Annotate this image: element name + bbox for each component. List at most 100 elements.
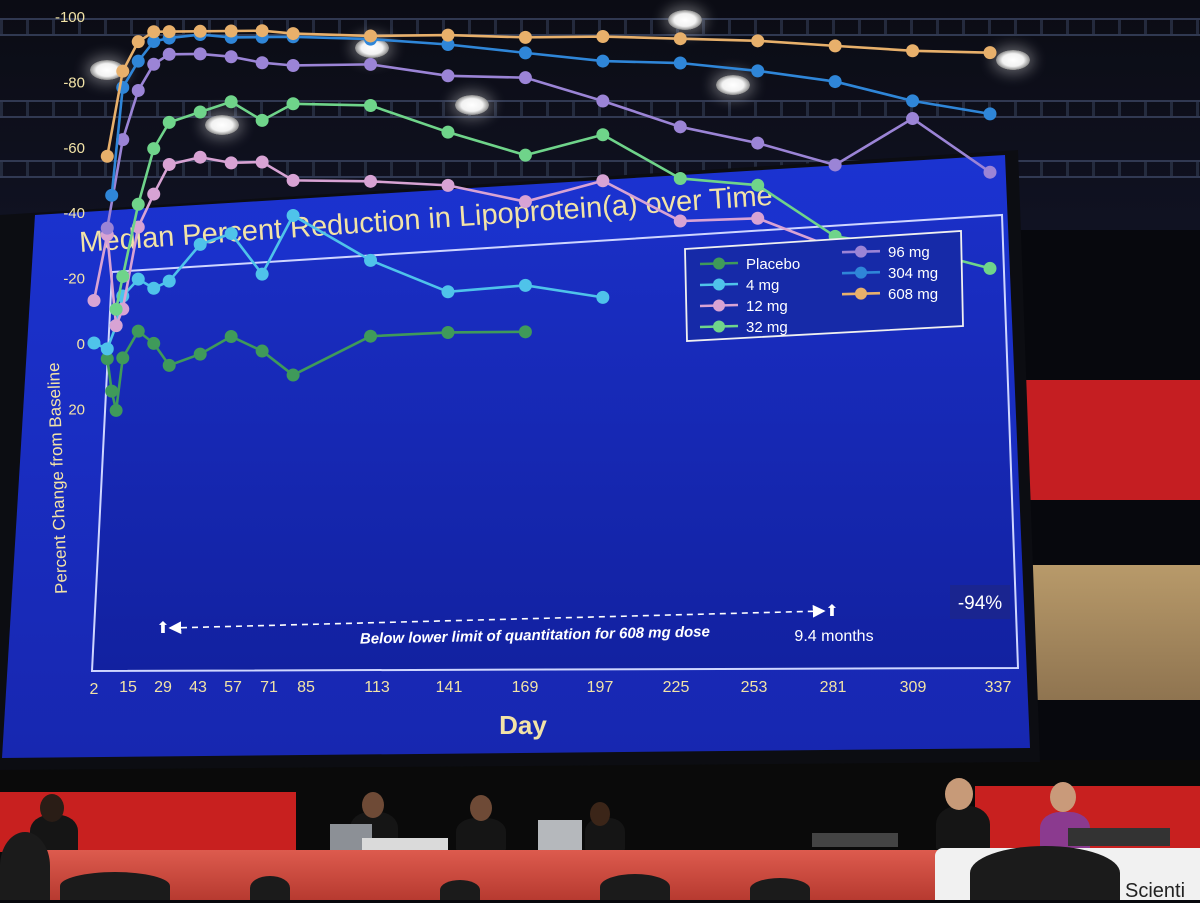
data-point (983, 107, 997, 121)
data-point (193, 47, 207, 61)
data-point (751, 136, 765, 150)
x-tick-label: 2 (90, 681, 99, 698)
data-point (441, 125, 455, 139)
stage-light (668, 10, 702, 30)
audience-head (250, 876, 290, 900)
data-point (162, 47, 176, 61)
data-point (441, 69, 455, 83)
legend-swatch-marker (713, 278, 725, 291)
audience-head (600, 874, 670, 900)
x-tick-label: 15 (119, 679, 137, 696)
data-point (596, 94, 610, 108)
data-point (518, 71, 532, 85)
data-point (162, 157, 176, 171)
data-point (255, 56, 269, 70)
data-point (100, 352, 114, 366)
data-point (364, 329, 378, 343)
data-point (147, 187, 161, 201)
legend-label: 608 mg (888, 286, 938, 303)
x-axis: 2 15 29 43 57 71 85 113 141 169 197 225 253 281 309 337 (90, 679, 1012, 698)
series-32-mg (109, 95, 997, 316)
x-tick-label: 197 (587, 679, 614, 696)
series-line (114, 100, 991, 310)
stage-light (355, 38, 389, 58)
data-point (131, 54, 145, 68)
y-tick-label: 20 (68, 401, 85, 418)
panelist (936, 806, 990, 852)
data-point (518, 30, 532, 44)
up-arrow-start-icon: ⬆ (156, 620, 169, 637)
audience-head (60, 872, 170, 900)
stage-light (205, 115, 239, 135)
panelist-head (1050, 782, 1076, 812)
x-tick-label: 225 (663, 679, 690, 696)
data-point (131, 272, 145, 286)
data-point (673, 171, 687, 185)
data-point (224, 227, 238, 241)
data-point (162, 25, 176, 39)
data-point (751, 211, 765, 225)
data-point (147, 25, 161, 39)
legend-item: 96 mg (841, 244, 930, 261)
y-tick-label: -60 (63, 140, 85, 157)
data-point (441, 38, 455, 52)
legend-swatch-marker (713, 257, 725, 270)
legend-item: 304 mg (841, 265, 938, 282)
data-point (162, 358, 176, 372)
data-point (673, 56, 687, 70)
data-point (87, 336, 101, 350)
data-point (105, 384, 119, 398)
data-point (147, 142, 161, 156)
data-point (286, 58, 300, 72)
legend: Placebo 4 mg 12 mg 32 mg 96 mg 304 mg 608 mg (684, 230, 964, 342)
wall-panel (1030, 565, 1200, 700)
data-point (109, 403, 123, 417)
data-point (193, 237, 207, 251)
data-point (518, 325, 532, 339)
data-point (116, 64, 130, 78)
data-point (224, 329, 238, 343)
red-wall-panel (1020, 380, 1200, 500)
data-point (286, 27, 300, 41)
data-point (983, 165, 997, 179)
data-point (193, 150, 207, 164)
legend-label: Placebo (746, 256, 800, 273)
data-point (673, 32, 687, 46)
data-point (100, 342, 114, 356)
data-point (255, 113, 269, 127)
data-point (131, 35, 145, 49)
audience-head (750, 878, 810, 900)
series-96-mg (100, 47, 997, 235)
laptop (538, 820, 582, 850)
y-axis: 200-20-40-60-80-100-120 (55, 9, 85, 418)
data-point (828, 75, 842, 89)
data-point (441, 28, 455, 42)
x-tick-label: 71 (260, 679, 278, 696)
desk-monitor (362, 838, 448, 850)
data-point (518, 148, 532, 162)
y-tick-label: -80 (63, 74, 85, 91)
data-point (131, 324, 145, 338)
data-point (255, 155, 269, 169)
panelist (456, 818, 506, 852)
data-point (255, 24, 269, 38)
x-tick-label: 141 (436, 679, 463, 696)
data-point (255, 267, 269, 281)
legend-swatch-marker (855, 287, 867, 300)
data-point (116, 133, 130, 147)
legend-label: 32 mg (746, 319, 788, 336)
x-tick-label: 85 (297, 679, 315, 696)
x-tick-label: 113 (364, 679, 390, 696)
data-point (131, 197, 145, 211)
audience-head (0, 832, 50, 900)
x-tick-label: 253 (741, 679, 768, 696)
data-point (673, 214, 687, 228)
panelist-head (40, 794, 64, 822)
data-point (109, 302, 123, 316)
data-point (224, 156, 238, 170)
data-point (364, 29, 378, 43)
data-point (87, 293, 101, 307)
x-tick-label: 43 (189, 679, 207, 696)
data-point (906, 94, 920, 108)
